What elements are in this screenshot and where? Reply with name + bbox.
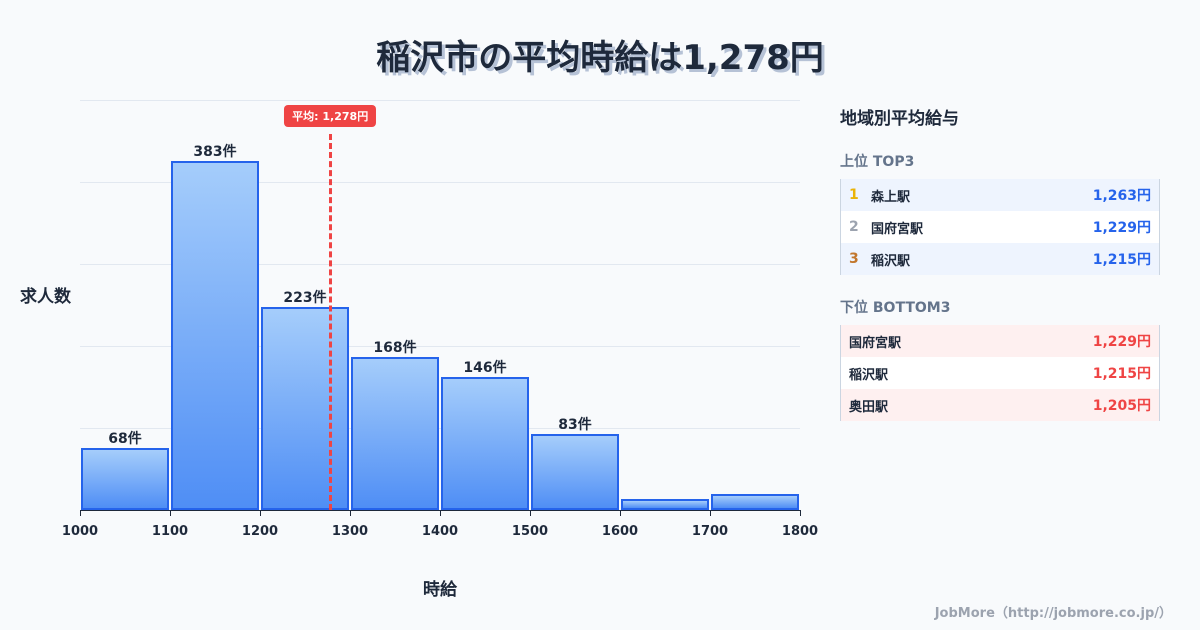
station-name: 稲沢駅 <box>849 367 889 383</box>
bar-value-label: 146件 <box>463 359 507 376</box>
histogram-bar <box>441 376 529 510</box>
gridline <box>80 428 800 429</box>
rank-number: 2 <box>849 219 859 235</box>
gridline <box>80 182 800 183</box>
bar-value-label: 223件 <box>283 289 327 306</box>
bottom3-heading: 下位 BOTTOM3 <box>840 300 951 316</box>
station-name: 国府宮駅 <box>871 221 924 237</box>
list-item: 2 国府宮駅 1,229円 <box>841 211 1159 243</box>
x-tick <box>440 510 441 516</box>
salary-value: 1,229円 <box>1092 334 1151 350</box>
bar-value-label: 383件 <box>193 144 237 161</box>
x-tick-label: 1100 <box>151 524 189 539</box>
rank-number: 1 <box>849 187 859 203</box>
x-tick-label: 1000 <box>61 524 99 539</box>
salary-value: 1,205円 <box>1092 398 1151 414</box>
bar-value-label: 168件 <box>373 339 417 356</box>
x-axis-label: 時給 <box>423 580 457 600</box>
footer-credit: JobMore（http://jobmore.co.jp/） <box>934 606 1172 621</box>
histogram-chart: 68件 383件 223件 168件 146件 83件 平均: 1,278円 <box>80 100 800 511</box>
histogram-bar <box>351 356 439 510</box>
gridline <box>80 264 800 265</box>
panel-title: 地域別平均給与 <box>840 109 959 129</box>
station-name: 国府宮駅 <box>849 335 902 351</box>
station-name: 稲沢駅 <box>871 253 911 269</box>
top3-heading: 上位 TOP3 <box>840 154 915 170</box>
salary-value: 1,263円 <box>1092 188 1151 204</box>
mean-badge: 平均: 1,278円 <box>284 105 377 127</box>
regional-salary-panel: 地域別平均給与 上位 TOP3 1 森上駅 1,263円 2 国府宮駅 1,22… <box>840 104 1160 421</box>
x-tick-label: 1500 <box>511 524 549 539</box>
histogram-bar <box>711 493 799 510</box>
x-tick-label: 1200 <box>241 524 279 539</box>
page-title: 稲沢市の平均時給は1,278円 <box>376 38 824 78</box>
mean-line <box>329 134 333 510</box>
salary-value: 1,215円 <box>1092 366 1151 382</box>
bottom3-list: 国府宮駅 1,229円 稲沢駅 1,215円 奥田駅 1,205円 <box>840 325 1160 421</box>
list-item: 稲沢駅 1,215円 <box>841 357 1159 389</box>
list-item: 3 稲沢駅 1,215円 <box>841 243 1159 275</box>
histogram-bar <box>531 434 619 510</box>
x-tick-label: 1700 <box>691 524 729 539</box>
top3-list: 1 森上駅 1,263円 2 国府宮駅 1,229円 3 稲沢駅 1,215円 <box>840 179 1160 275</box>
histogram-bar <box>171 161 259 510</box>
x-tick <box>350 510 351 516</box>
x-tick-label: 1300 <box>331 524 369 539</box>
gridline <box>80 100 800 101</box>
bar-value-label: 68件 <box>108 431 142 448</box>
list-item: 国府宮駅 1,229円 <box>841 325 1159 357</box>
station-name: 奥田駅 <box>849 399 889 415</box>
histogram-bar <box>81 448 169 510</box>
x-tick-label: 1600 <box>601 524 639 539</box>
x-tick-label: 1400 <box>421 524 459 539</box>
station-name: 森上駅 <box>871 189 911 205</box>
y-axis-label: 求人数 <box>20 287 71 307</box>
rank-number: 3 <box>849 251 859 267</box>
x-tick <box>710 510 711 516</box>
histogram-bar <box>621 499 709 510</box>
x-tick-label: 1800 <box>781 524 819 539</box>
gridline <box>80 346 800 347</box>
salary-value: 1,229円 <box>1092 220 1151 236</box>
bar-value-label: 83件 <box>558 417 592 434</box>
x-tick <box>170 510 171 516</box>
x-tick <box>260 510 261 516</box>
histogram-bar <box>261 306 349 510</box>
list-item: 1 森上駅 1,263円 <box>841 179 1159 211</box>
salary-value: 1,215円 <box>1092 252 1151 268</box>
x-tick <box>80 510 81 516</box>
x-tick <box>800 510 801 516</box>
x-tick <box>620 510 621 516</box>
list-item: 奥田駅 1,205円 <box>841 389 1159 421</box>
x-tick <box>530 510 531 516</box>
